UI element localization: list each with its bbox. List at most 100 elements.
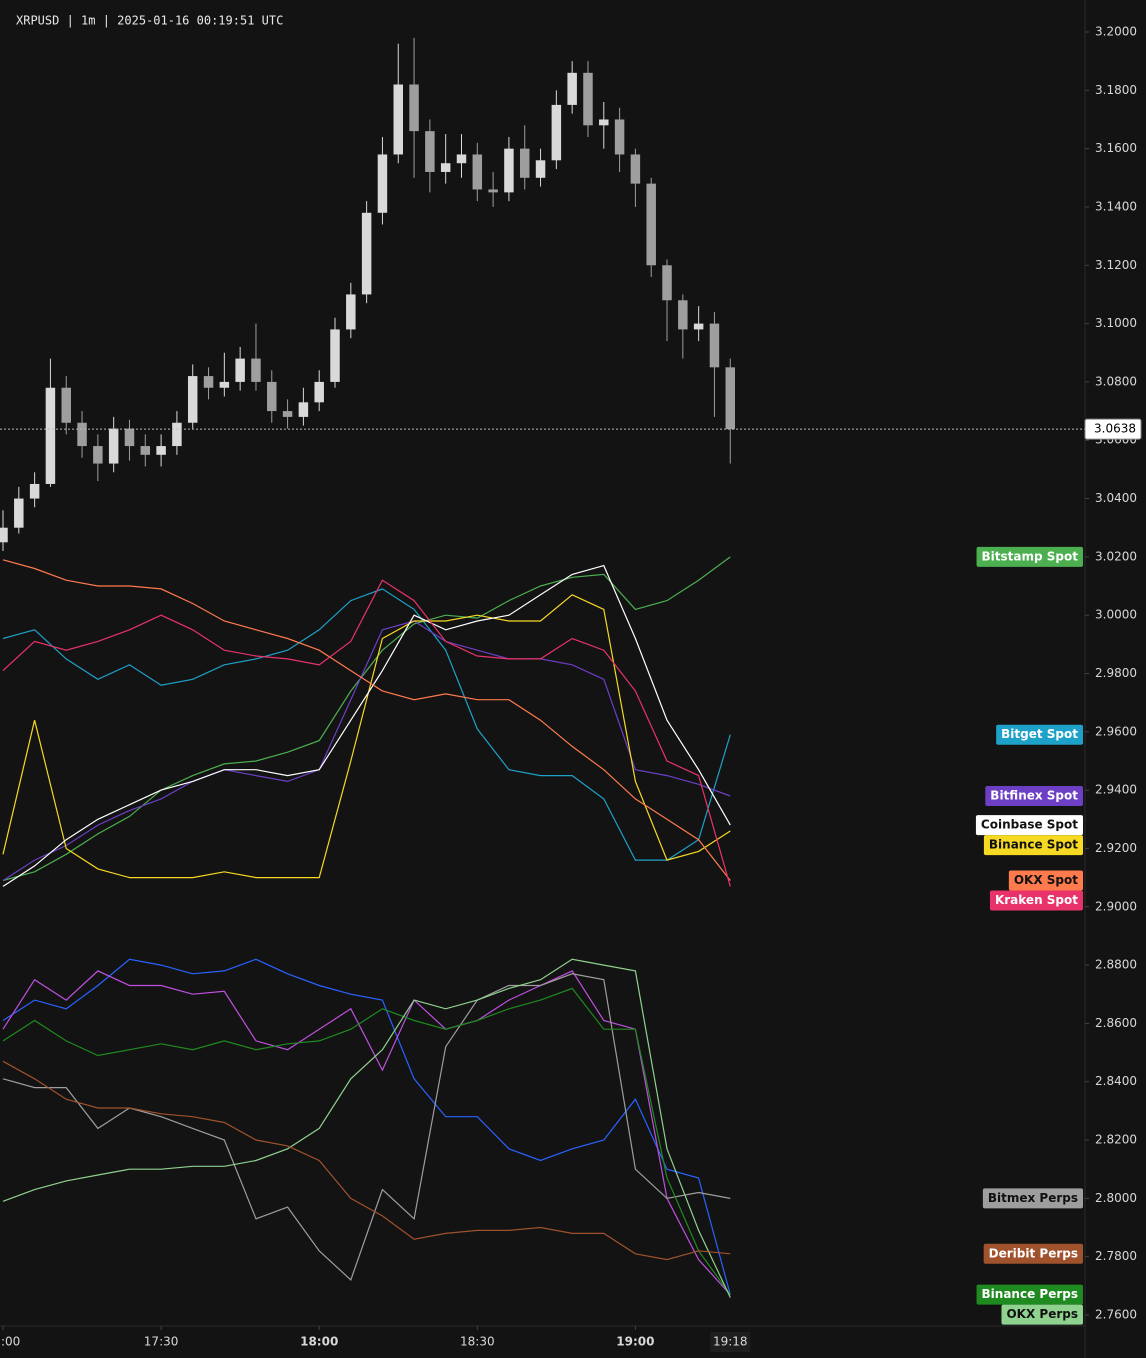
y-tick-label: 2.8800: [1095, 958, 1137, 972]
plot-area: [0, 37, 1085, 1298]
exchange-line: [2, 987, 731, 1295]
chart-title: XRPUSD | 1m | 2025-01-16 00:19:51 UTC: [16, 14, 283, 28]
candle-body: [330, 329, 340, 382]
x-tick-label: 19:00: [616, 1335, 654, 1349]
candle-body: [314, 381, 324, 403]
candle-body: [156, 446, 166, 455]
candle-body: [124, 428, 135, 447]
candle-body: [519, 148, 530, 178]
legend-entry: Coinbase Spot: [981, 818, 1078, 832]
y-tick-label: 3.0800: [1095, 374, 1137, 388]
exchange-line: [2, 556, 731, 882]
x-tick-label: 18:30: [460, 1335, 495, 1349]
candle-body: [203, 376, 214, 388]
last-price-badge: [1084, 418, 1142, 440]
y-tick-label: 2.8000: [1095, 1191, 1137, 1205]
candle-body: [45, 387, 56, 484]
y-tick-label: 2.8600: [1095, 1016, 1137, 1030]
candle-body: [599, 119, 609, 126]
candle-body: [267, 381, 277, 412]
y-tick-label: 2.8400: [1095, 1074, 1137, 1088]
y-tick-label: 2.9600: [1095, 724, 1137, 738]
candle-body: [693, 323, 704, 330]
series-badge: [996, 724, 1083, 745]
y-tick-label: 3.1000: [1095, 316, 1137, 330]
candle-body: [456, 154, 467, 164]
series-badge: [982, 1188, 1083, 1209]
cursor-time-label: 19:18: [713, 1335, 748, 1349]
candle-body: [219, 381, 230, 388]
legend-entry: Binance Perps: [982, 1287, 1078, 1301]
exchange-line: [2, 970, 731, 1296]
candle-body: [725, 367, 736, 430]
candle-body: [583, 72, 593, 126]
series-badge: [983, 1243, 1083, 1264]
candle-body: [630, 154, 641, 184]
y-tick-label: 3.1400: [1095, 199, 1137, 213]
candle-body: [346, 294, 356, 330]
candle-body: [93, 446, 103, 464]
series-badge: [976, 1284, 1083, 1305]
candle-body: [251, 358, 261, 382]
legend-entry: Binance Spot: [989, 838, 1078, 852]
candle-body: [361, 212, 372, 295]
x-tick-label: 17:00: [0, 1335, 20, 1349]
legend-entry: Bitstamp Spot: [982, 549, 1079, 563]
y-tick-label: 2.7800: [1095, 1249, 1137, 1263]
legend-entry: Bitmex Perps: [988, 1191, 1078, 1205]
exchange-line: [2, 559, 731, 881]
y-tick-label: 2.8200: [1095, 1133, 1137, 1147]
y-tick-label: 3.0000: [1095, 608, 1137, 622]
candle-body: [140, 446, 151, 455]
candle-body: [409, 84, 419, 132]
candle-body: [172, 422, 182, 447]
x-tick-label: 17:30: [144, 1335, 179, 1349]
y-tick-label: 2.9000: [1095, 899, 1137, 913]
x-tick-label: 18:00: [300, 1335, 338, 1349]
legend-entry: Deribit Perps: [989, 1246, 1078, 1260]
candle-body: [282, 411, 293, 417]
candle-body: [235, 358, 245, 382]
candle-body: [646, 183, 656, 266]
exchange-line: [2, 588, 731, 861]
y-tick-label: 2.7600: [1095, 1308, 1137, 1322]
last-price-label: 3.0638: [1094, 422, 1136, 436]
exchange-line: [2, 973, 731, 1282]
candle-body: [678, 300, 688, 330]
y-tick-label: 2.9200: [1095, 841, 1137, 855]
series-badge: [976, 546, 1083, 567]
y-tick-label: 2.9800: [1095, 666, 1137, 680]
candle-body: [0, 527, 8, 543]
candle-body: [29, 483, 40, 499]
exchange-line: [2, 1060, 731, 1261]
candle-body: [488, 189, 498, 193]
candle-body: [14, 498, 24, 528]
exchange-line: [2, 579, 731, 887]
legend-entry: Kraken Spot: [995, 893, 1078, 907]
y-tick-label: 3.1200: [1095, 258, 1137, 272]
exchange-line: [2, 594, 731, 879]
series-badge: [1001, 1304, 1083, 1325]
legend-entry: OKX Perps: [1006, 1307, 1078, 1321]
price-axis: 3.2000 3.1800 3.1600 3.1400 3.1200 3.1000 3.08…: [1085, 25, 1137, 1322]
series-badge: [989, 890, 1083, 911]
candle-body: [298, 402, 309, 417]
candle-body: [535, 160, 546, 178]
candle-body: [187, 376, 198, 423]
series-badge: [985, 785, 1083, 806]
candle-body: [377, 154, 388, 213]
candle-body: [504, 148, 514, 193]
series-badge: [1008, 870, 1083, 891]
legend-entry: OKX Spot: [1014, 873, 1078, 887]
candle-body: [77, 422, 87, 447]
y-tick-label: 3.0400: [1095, 491, 1137, 505]
candle-body: [567, 72, 577, 105]
candle-body: [472, 154, 483, 190]
exchange-line: [2, 958, 731, 1298]
cursor-time-bg: [710, 1332, 751, 1352]
y-tick-label: 2.9400: [1095, 783, 1137, 797]
candle-body: [425, 131, 435, 172]
candle-body: [108, 428, 119, 464]
